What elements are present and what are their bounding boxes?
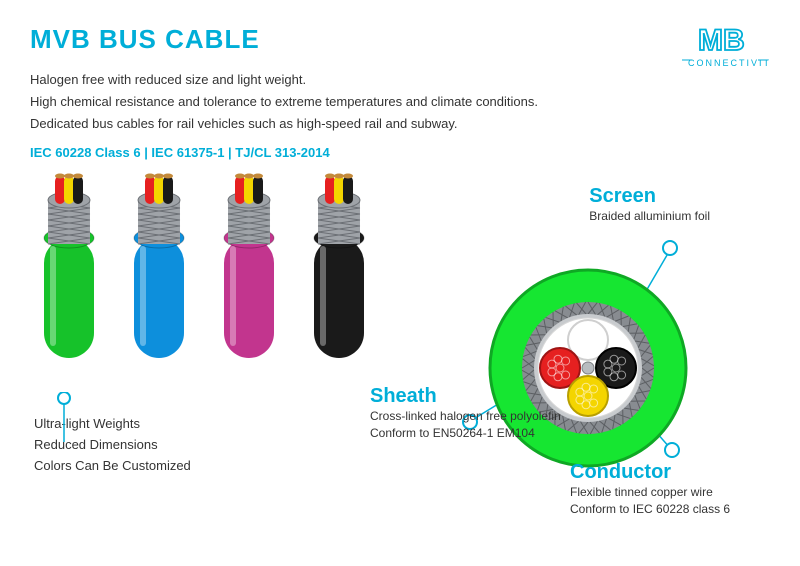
sheath-body1: Cross-linked halogen free polyolefin <box>370 408 570 425</box>
feature-callout-line <box>44 392 84 452</box>
sheath-body2: Conform to EN50264-1 EM104 <box>370 425 570 442</box>
cable-variant <box>210 168 288 358</box>
desc-line: Dedicated bus cables for rail vehicles s… <box>30 113 770 135</box>
page-title: MVB BUS CABLE <box>30 24 770 55</box>
screen-label: Screen Braided alluminium foil <box>589 185 710 225</box>
cable-variant <box>30 168 108 358</box>
screen-body: Braided alluminium foil <box>589 208 710 225</box>
brand-logo: MB CONNECTIVITY <box>680 20 770 79</box>
description: Halogen free with reduced size and light… <box>30 69 770 135</box>
sheath-label: Sheath Cross-linked halogen free polyole… <box>370 385 570 442</box>
desc-line: Halogen free with reduced size and light… <box>30 69 770 91</box>
screen-title: Screen <box>589 185 710 208</box>
svg-text:MB: MB <box>698 24 745 57</box>
conductor-label: Conductor Flexible tinned copper wire Co… <box>570 461 760 518</box>
cable-cross-section-diagram: Screen Braided alluminium foil Sheath Cr… <box>380 190 770 550</box>
sheath-title: Sheath <box>370 385 570 408</box>
svg-text:CONNECTIVITY: CONNECTIVITY <box>688 58 770 68</box>
standards-text: IEC 60228 Class 6 | IEC 61375-1 | TJ/CL … <box>30 145 770 160</box>
conductor-title: Conductor <box>570 461 760 484</box>
cable-variant <box>300 168 378 358</box>
desc-line: High chemical resistance and tolerance t… <box>30 91 770 113</box>
conductor-body2: Conform to IEC 60228 class 6 <box>570 501 760 518</box>
conductor-body1: Flexible tinned copper wire <box>570 484 760 501</box>
cable-variant <box>120 168 198 358</box>
